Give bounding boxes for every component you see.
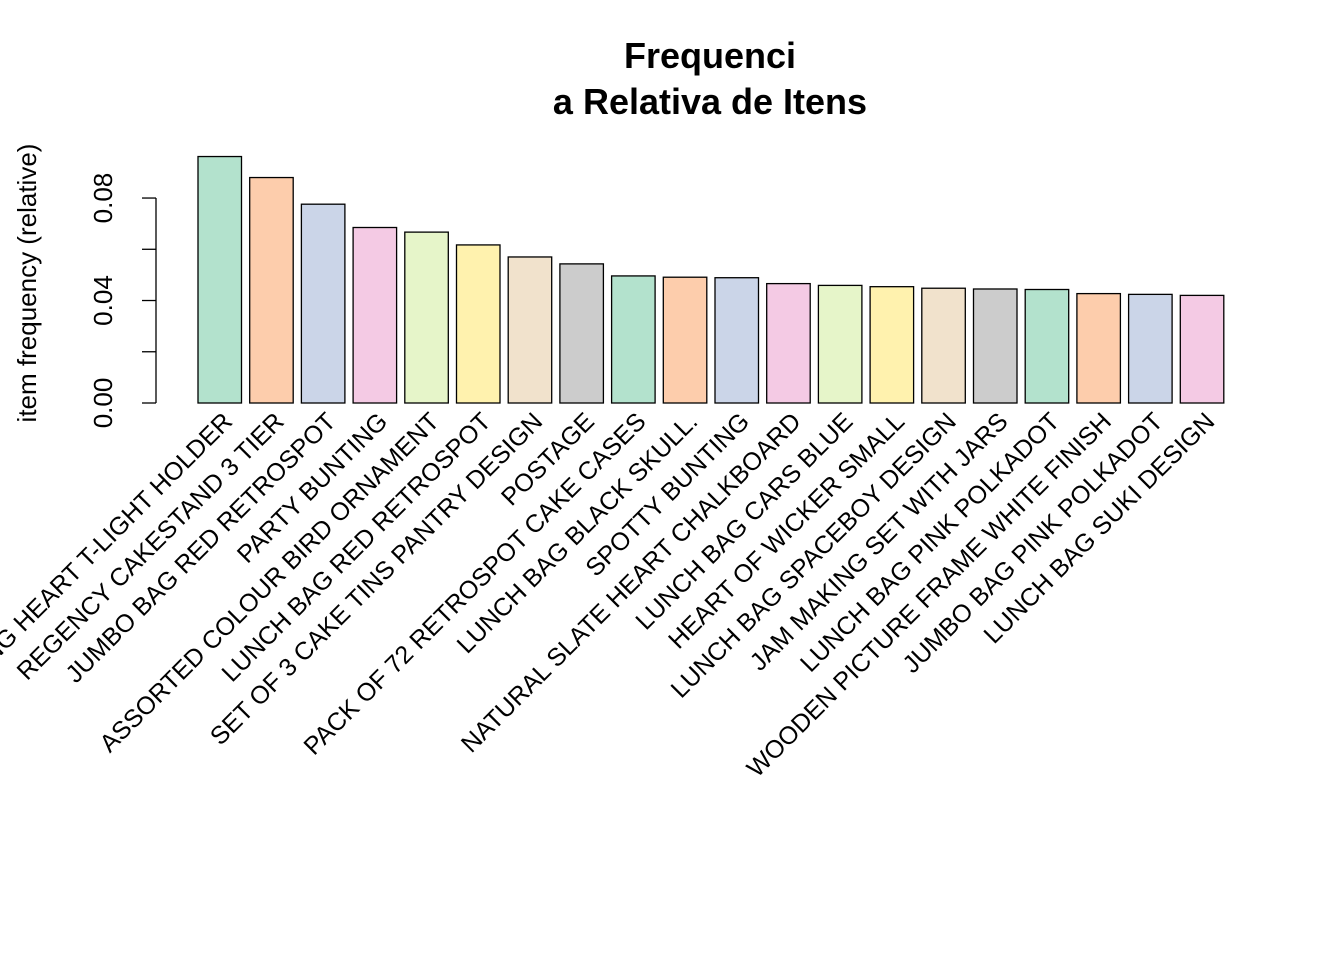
bar — [1076, 292, 1122, 404]
bar — [921, 287, 966, 404]
bar — [766, 282, 811, 404]
y-axis: 0.00 0.04 0.08 — [88, 173, 157, 429]
bar — [455, 244, 501, 404]
y-tick-label: 0.08 — [88, 173, 118, 224]
bar — [817, 284, 863, 404]
bar — [869, 286, 915, 404]
chart-title-line-2: a Relativa de Itens — [553, 81, 867, 122]
bar — [352, 226, 398, 404]
bar — [1127, 293, 1173, 404]
bar — [714, 277, 760, 404]
y-axis-label: item frequency (relative) — [12, 144, 42, 423]
bar — [404, 231, 449, 404]
bar — [662, 276, 708, 404]
bars-group — [197, 155, 1225, 404]
bar — [507, 256, 553, 404]
bar — [197, 155, 243, 404]
bar — [1179, 294, 1225, 404]
bar — [610, 275, 656, 404]
bar — [249, 176, 294, 404]
bar — [972, 288, 1018, 404]
bar — [300, 203, 346, 404]
x-tick-labels: WHITE HANGING HEART T-LIGHT HOLDERREGENC… — [0, 407, 1220, 786]
bar — [559, 263, 605, 404]
y-tick-label: 0.00 — [88, 378, 118, 429]
y-tick-label: 0.04 — [88, 275, 118, 326]
chart-title-line-1: Frequenci — [624, 35, 796, 76]
bar — [1024, 288, 1070, 404]
